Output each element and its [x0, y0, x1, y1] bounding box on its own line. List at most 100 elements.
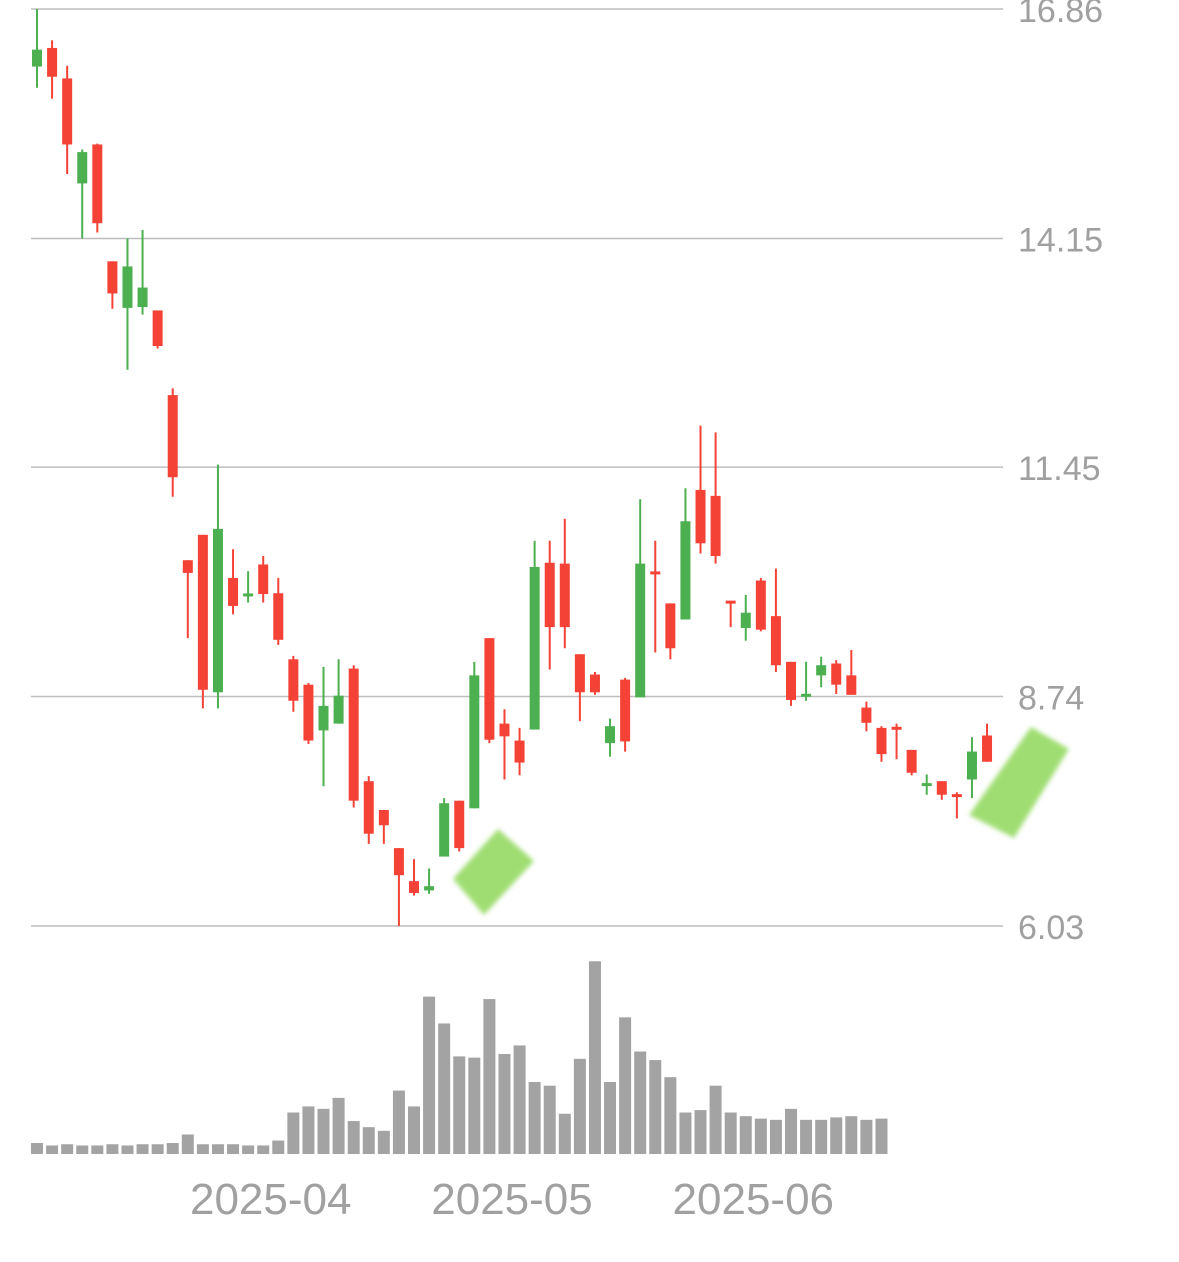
- candle-body: [695, 489, 706, 544]
- candle-body: [243, 593, 254, 597]
- volume-bar: [785, 1108, 797, 1154]
- candle: [273, 577, 284, 645]
- volume-bar: [151, 1144, 164, 1154]
- volume-bar: [61, 1144, 74, 1154]
- volume-bar: [136, 1144, 149, 1154]
- candle: [559, 518, 570, 649]
- candle: [439, 798, 450, 857]
- candle-body: [906, 749, 917, 773]
- candle-body: [861, 707, 872, 723]
- highlight-marker-left: [453, 829, 534, 915]
- candle: [906, 749, 917, 776]
- candle: [620, 677, 631, 752]
- candle: [288, 655, 299, 712]
- volume-bar: [769, 1119, 782, 1154]
- candle-body: [333, 695, 344, 724]
- candle-body: [786, 661, 796, 700]
- volume-bar: [347, 1121, 360, 1154]
- candle: [936, 781, 947, 800]
- candle: [409, 859, 419, 896]
- candle-body: [167, 395, 178, 478]
- candle: [876, 726, 887, 762]
- candle-body: [876, 727, 887, 755]
- volume-bar: [46, 1145, 59, 1154]
- y-tick-label: 8.74: [1018, 680, 1084, 718]
- volume-bar: [257, 1145, 270, 1154]
- candle-body: [770, 616, 781, 666]
- candle-body: [409, 881, 419, 893]
- volume-bar: [181, 1134, 194, 1154]
- candle-body: [650, 571, 661, 575]
- candle: [816, 656, 827, 688]
- candle-body: [273, 593, 284, 640]
- volume-bar: [588, 961, 601, 1154]
- candle-body: [77, 152, 88, 184]
- candle: [378, 809, 389, 844]
- candle: [318, 666, 329, 787]
- candle: [348, 665, 359, 808]
- y-tick-label: 11.45: [1018, 450, 1101, 488]
- candle-body: [303, 684, 314, 741]
- candle: [182, 560, 193, 639]
- volume-bar: [317, 1108, 330, 1154]
- candle-body: [137, 287, 148, 308]
- volume-bar: [800, 1119, 813, 1154]
- candle: [92, 143, 103, 233]
- candle: [831, 660, 842, 694]
- candle-body: [393, 848, 404, 876]
- candle: [921, 774, 932, 795]
- candle-body: [816, 665, 827, 676]
- candle: [243, 571, 254, 603]
- volume-bar: [573, 1058, 586, 1154]
- candle-body: [348, 668, 359, 801]
- candle: [77, 149, 88, 239]
- volume-bar: [543, 1085, 556, 1154]
- candle: [47, 40, 58, 99]
- candle: [333, 659, 344, 724]
- candle-body: [363, 781, 374, 834]
- candle: [363, 776, 374, 844]
- candle-body: [32, 49, 42, 67]
- volume-bar: [242, 1145, 255, 1154]
- candle-body: [92, 144, 103, 224]
- volume-bar: [287, 1112, 300, 1154]
- volume-bar: [815, 1119, 828, 1154]
- volume-bar: [513, 1045, 526, 1154]
- candle: [605, 718, 616, 757]
- volume-bar: [438, 1023, 451, 1154]
- volume-bar: [498, 1053, 511, 1154]
- volume-bar: [408, 1106, 420, 1154]
- candle: [725, 600, 736, 628]
- candle: [801, 661, 812, 701]
- candle: [695, 425, 706, 554]
- volume-bar: [649, 1060, 662, 1154]
- volume-bar: [619, 1017, 632, 1154]
- candle-body: [318, 705, 329, 731]
- volume-bar: [468, 1057, 481, 1154]
- candle-body: [982, 735, 993, 762]
- x-tick-label: 2025-04: [190, 1175, 351, 1224]
- volume-bar: [211, 1144, 224, 1154]
- candle-body: [424, 886, 435, 891]
- candle: [891, 723, 902, 760]
- candle-body: [469, 675, 480, 809]
- y-tick-label: 14.15: [1018, 221, 1103, 259]
- volume-bar: [121, 1145, 134, 1154]
- volume-bar: [664, 1077, 677, 1154]
- candle-body: [197, 534, 208, 690]
- candle: [635, 499, 646, 698]
- candle: [574, 654, 585, 722]
- volume-bar: [604, 1082, 617, 1154]
- candle-body: [846, 675, 857, 695]
- candle-body: [891, 726, 902, 730]
- candle: [544, 540, 555, 670]
- candle-body: [951, 794, 962, 798]
- candle: [710, 432, 721, 564]
- candle-body: [635, 563, 646, 698]
- candle-body: [288, 659, 299, 701]
- candle-body: [228, 577, 239, 606]
- candles: [32, 9, 993, 926]
- candle: [212, 464, 223, 709]
